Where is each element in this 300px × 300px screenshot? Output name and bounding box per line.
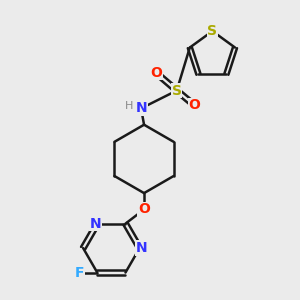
Text: O: O — [189, 98, 200, 112]
Text: O: O — [138, 202, 150, 216]
Text: H: H — [124, 101, 133, 111]
Text: O: O — [150, 66, 162, 80]
Text: F: F — [75, 266, 84, 280]
Text: N: N — [135, 101, 147, 116]
Text: S: S — [207, 24, 218, 38]
Text: N: N — [135, 241, 147, 255]
Text: S: S — [172, 84, 182, 98]
Text: N: N — [90, 217, 102, 231]
